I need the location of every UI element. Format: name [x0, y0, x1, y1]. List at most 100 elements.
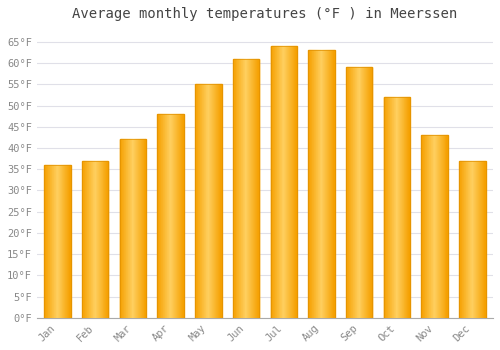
- Bar: [279, 46, 280, 318]
- Bar: [384, 97, 410, 318]
- Bar: [233, 59, 234, 318]
- Bar: [438, 135, 439, 318]
- Bar: [314, 50, 315, 318]
- Bar: [141, 140, 142, 318]
- Bar: [395, 97, 396, 318]
- Bar: [176, 114, 178, 318]
- Bar: [277, 46, 278, 318]
- Bar: [240, 59, 241, 318]
- Bar: [365, 67, 366, 318]
- Bar: [211, 84, 212, 318]
- Bar: [468, 161, 469, 318]
- Bar: [179, 114, 180, 318]
- Bar: [309, 50, 310, 318]
- Bar: [352, 67, 354, 318]
- Bar: [206, 84, 207, 318]
- Bar: [422, 135, 448, 318]
- Bar: [424, 135, 426, 318]
- Bar: [386, 97, 387, 318]
- Bar: [483, 161, 484, 318]
- Bar: [296, 46, 297, 318]
- Bar: [477, 161, 478, 318]
- Bar: [357, 67, 358, 318]
- Bar: [101, 161, 102, 318]
- Bar: [348, 67, 350, 318]
- Bar: [49, 165, 50, 318]
- Bar: [330, 50, 332, 318]
- Bar: [256, 59, 258, 318]
- Bar: [258, 59, 260, 318]
- Bar: [233, 59, 260, 318]
- Bar: [473, 161, 474, 318]
- Bar: [120, 140, 146, 318]
- Bar: [214, 84, 215, 318]
- Bar: [470, 161, 471, 318]
- Bar: [236, 59, 237, 318]
- Bar: [406, 97, 407, 318]
- Bar: [99, 161, 100, 318]
- Bar: [275, 46, 276, 318]
- Bar: [282, 46, 283, 318]
- Bar: [478, 161, 479, 318]
- Bar: [168, 114, 170, 318]
- Bar: [273, 46, 274, 318]
- Bar: [356, 67, 357, 318]
- Bar: [133, 140, 134, 318]
- Bar: [204, 84, 205, 318]
- Bar: [136, 140, 137, 318]
- Bar: [158, 114, 159, 318]
- Bar: [104, 161, 105, 318]
- Bar: [316, 50, 317, 318]
- Bar: [180, 114, 181, 318]
- Bar: [310, 50, 311, 318]
- Bar: [129, 140, 130, 318]
- Bar: [271, 46, 272, 318]
- Bar: [246, 59, 248, 318]
- Bar: [143, 140, 144, 318]
- Bar: [346, 67, 372, 318]
- Bar: [61, 165, 62, 318]
- Bar: [408, 97, 409, 318]
- Bar: [44, 165, 70, 318]
- Bar: [475, 161, 476, 318]
- Bar: [363, 67, 364, 318]
- Bar: [466, 161, 467, 318]
- Bar: [217, 84, 218, 318]
- Bar: [197, 84, 198, 318]
- Bar: [308, 50, 309, 318]
- Bar: [158, 114, 184, 318]
- Bar: [446, 135, 447, 318]
- Bar: [250, 59, 252, 318]
- Bar: [281, 46, 282, 318]
- Bar: [62, 165, 63, 318]
- Bar: [472, 161, 473, 318]
- Bar: [327, 50, 328, 318]
- Bar: [407, 97, 408, 318]
- Bar: [137, 140, 138, 318]
- Bar: [53, 165, 54, 318]
- Bar: [58, 165, 59, 318]
- Bar: [210, 84, 211, 318]
- Bar: [460, 161, 461, 318]
- Bar: [426, 135, 428, 318]
- Bar: [272, 46, 273, 318]
- Bar: [121, 140, 122, 318]
- Bar: [441, 135, 442, 318]
- Bar: [207, 84, 208, 318]
- Bar: [200, 84, 201, 318]
- Bar: [469, 161, 470, 318]
- Bar: [312, 50, 313, 318]
- Bar: [248, 59, 250, 318]
- Bar: [125, 140, 126, 318]
- Bar: [47, 165, 48, 318]
- Bar: [199, 84, 200, 318]
- Bar: [239, 59, 240, 318]
- Bar: [471, 161, 472, 318]
- Bar: [195, 84, 222, 318]
- Bar: [132, 140, 133, 318]
- Bar: [463, 161, 464, 318]
- Title: Average monthly temperatures (°F ) in Meerssen: Average monthly temperatures (°F ) in Me…: [72, 7, 458, 21]
- Bar: [291, 46, 292, 318]
- Bar: [461, 161, 462, 318]
- Bar: [203, 84, 204, 318]
